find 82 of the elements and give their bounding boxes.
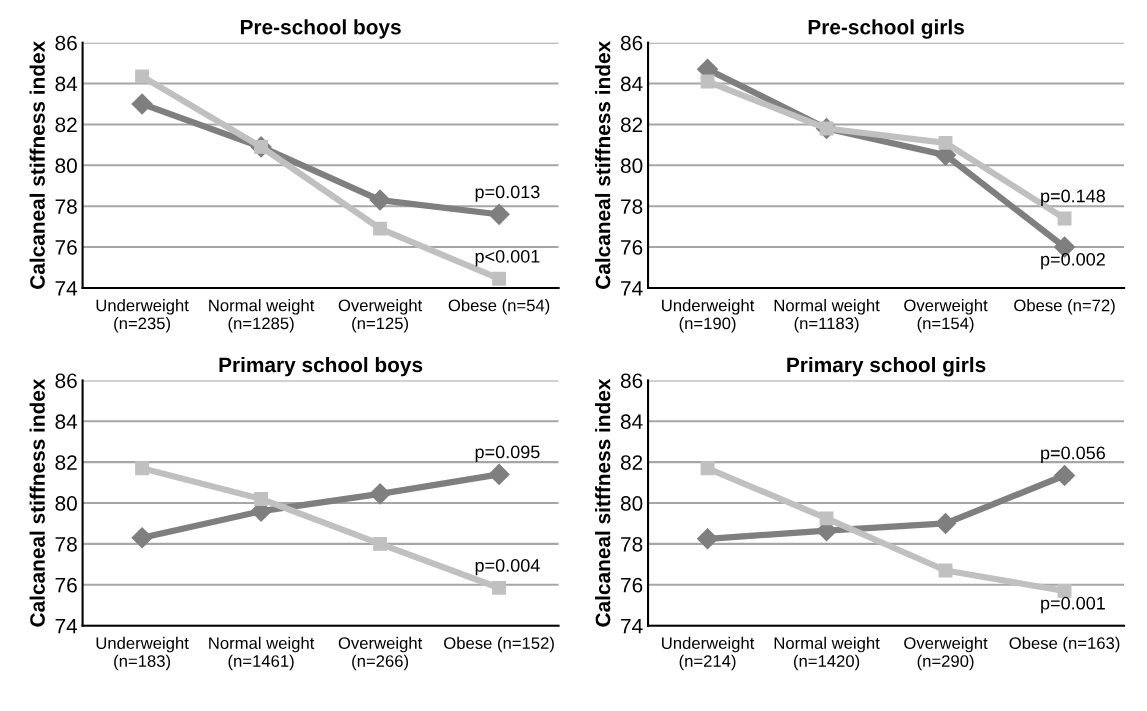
y-tick-label: 82 xyxy=(55,117,77,133)
point xyxy=(697,528,719,550)
y-tick-label: 82 xyxy=(620,455,643,470)
y-axis-title: Calcaneal stiffness index xyxy=(595,40,611,289)
x-tick-label: Obese (n=152) xyxy=(444,636,554,653)
x-tick-label: Normal weight (n=1420) xyxy=(774,636,880,671)
y-tick-label: 78 xyxy=(55,536,77,552)
x-tick-label: Overweight (n=154) xyxy=(904,299,988,333)
y-tick-label: 74 xyxy=(621,618,643,634)
y-axis-title: Calcaneal sitffness index xyxy=(595,378,611,627)
y-tick-label: 80 xyxy=(55,158,77,174)
annotation: p=0.004 xyxy=(475,559,540,576)
x-tick-label: Normal weight (n=1285) xyxy=(209,299,315,333)
x-tick-label: Normal weight (n=1461) xyxy=(209,636,315,671)
y-tick-label: 76 xyxy=(621,577,643,593)
point xyxy=(938,563,953,578)
x-tick-label: Overweight (n=290) xyxy=(904,636,988,671)
point xyxy=(935,512,957,534)
y-tick-label: 80 xyxy=(620,496,643,511)
annotation: p=0.095 xyxy=(475,445,540,462)
point xyxy=(938,135,953,150)
point xyxy=(369,483,391,505)
x-tick-label: Obese (n=72) xyxy=(1014,299,1115,315)
y-tick-label: 86 xyxy=(620,35,643,51)
y-tick-label: 74 xyxy=(55,281,78,296)
y-tick-label: 84 xyxy=(620,76,643,92)
y-tick-label: 78 xyxy=(621,536,643,552)
point xyxy=(131,93,153,115)
y-tick-label: 78 xyxy=(55,199,77,214)
y-tick-label: 86 xyxy=(55,373,77,389)
annotation: p<0.001 xyxy=(475,249,540,267)
chart-title: Primary school girls xyxy=(787,356,986,377)
y-tick-label: 76 xyxy=(55,577,77,593)
annotation: p=0.056 xyxy=(1041,446,1105,463)
y-tick-label: 86 xyxy=(55,35,77,51)
x-tick-label: Overweight (n=125) xyxy=(338,299,423,333)
annotation: p=0.002 xyxy=(1041,252,1105,270)
point xyxy=(492,271,507,286)
point xyxy=(131,527,153,549)
point xyxy=(1054,464,1076,486)
x-tick-label: Underweight (n=214) xyxy=(662,636,755,671)
y-tick-label: 82 xyxy=(55,455,77,470)
x-tick-label: Underweight (n=183) xyxy=(96,636,189,671)
point xyxy=(488,203,510,225)
x-tick-label: Underweight (n=190) xyxy=(662,299,755,333)
y-tick-label: 80 xyxy=(620,158,643,174)
point xyxy=(254,491,269,506)
point xyxy=(700,461,715,476)
point xyxy=(373,221,388,236)
annotation: p=0.148 xyxy=(1041,189,1105,206)
y-axis-title: Calcaneal stiffness index xyxy=(29,40,45,289)
point xyxy=(819,511,834,526)
x-tick-label: Underweight (n=235) xyxy=(96,299,189,333)
y-tick-label: 74 xyxy=(621,281,643,296)
point xyxy=(135,69,150,84)
y-tick-label: 84 xyxy=(620,414,643,430)
annotation: p=0.013 xyxy=(475,185,540,202)
y-tick-label: 74 xyxy=(55,618,78,634)
x-tick-label: Obese (n=54) xyxy=(448,299,550,315)
point xyxy=(373,536,388,551)
y-tick-label: 78 xyxy=(621,199,643,214)
chart-title: Pre-school boys xyxy=(240,19,401,39)
point xyxy=(369,189,391,211)
y-tick-label: 84 xyxy=(55,414,78,430)
y-tick-label: 80 xyxy=(55,496,77,511)
x-tick-label: Obese (n=163) xyxy=(1009,636,1120,653)
y-tick-label: 76 xyxy=(55,240,77,255)
y-tick-label: 84 xyxy=(55,76,78,92)
y-tick-label: 86 xyxy=(620,373,643,389)
chart-title: Pre-school girls xyxy=(808,19,964,39)
x-tick-label: Normal weight (n=1183) xyxy=(774,299,880,333)
point xyxy=(488,463,510,485)
x-tick-label: Overweight (n=266) xyxy=(338,636,423,671)
y-tick-label: 82 xyxy=(620,117,643,133)
point xyxy=(700,74,715,89)
point xyxy=(135,461,150,476)
annotation: p=0.001 xyxy=(1041,596,1105,614)
y-axis-title: Calcaneal stiffness index xyxy=(29,378,45,627)
point xyxy=(492,580,507,595)
y-tick-label: 76 xyxy=(621,240,643,255)
chart-title: Primary school boys xyxy=(219,356,423,377)
point xyxy=(1057,211,1072,226)
